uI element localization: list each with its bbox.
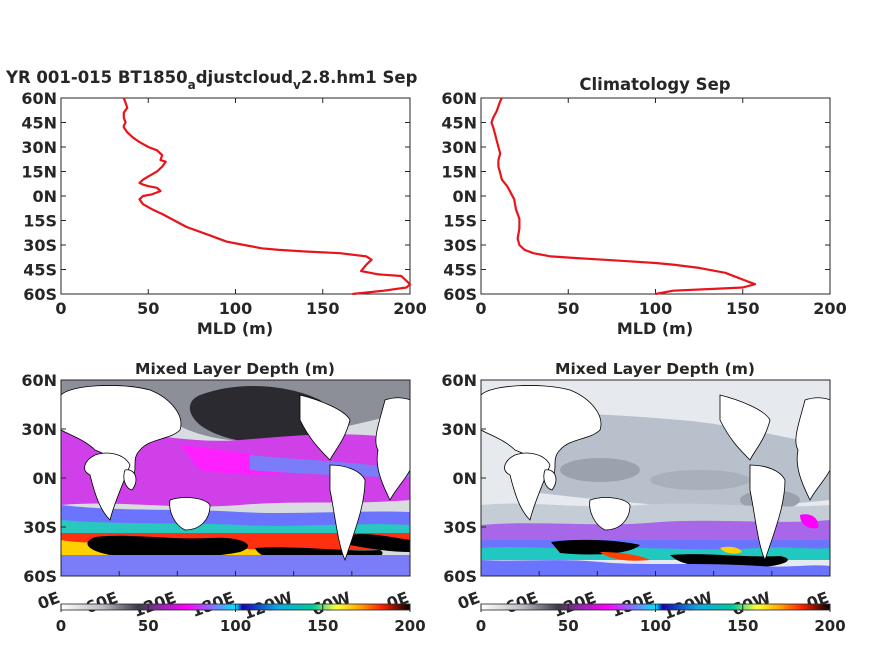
profile-panel-2: Climatology Sep 0 50 100 150 200 60N 45N 30N 15N…: [441, 75, 846, 338]
map2-y-tick-label: 60N: [441, 371, 477, 390]
map2-colorbar-tick-label: 100: [640, 617, 671, 635]
map2-title: Mixed Layer Depth (m): [555, 360, 755, 378]
panel1-y-tick-label: 45S: [23, 261, 57, 280]
map2-x-tick-label: 60W: [729, 588, 773, 620]
map1-colorbar-tick-label: 100: [220, 617, 251, 635]
panel1-axes-box: [60, 97, 411, 295]
panel2-y-tick-label: 30N: [441, 138, 477, 157]
panel2-series-line: [490, 97, 757, 296]
map2-colorbar-ticks: 0 50 100 150 200: [476, 604, 846, 635]
profile-panel-1: YR 001-015 BT1850adjustcloudv2.8.hm1 Sep…: [5, 68, 427, 338]
panel1-y-tick-label: 30N: [21, 138, 57, 157]
map-panel-2: Mixed Layer Depth (m): [441, 360, 845, 635]
map2-y-tick-label: 30N: [441, 420, 477, 439]
map1-x-tick-label: 0E: [35, 588, 62, 613]
panel2-title: Climatology Sep: [579, 75, 730, 94]
panel1-xlabel: MLD (m): [197, 319, 273, 338]
panel1-y-tick-label: 60N: [21, 89, 57, 108]
panel1-y-tick-label: 15N: [21, 163, 57, 182]
panel1-y-tick-label: 0N: [32, 187, 57, 206]
map1-y-tick-label: 30S: [23, 518, 57, 537]
panel2-y-tick-label: 15N: [441, 163, 477, 182]
map2-colorbar-tick-label: 0: [476, 617, 486, 635]
panel2-y-tick-label: 15S: [443, 212, 477, 231]
map1-colorbar-ticks: 0 50 100 150 200: [56, 604, 426, 635]
map2-x-tick-label: 60E: [503, 588, 541, 617]
map1-colorbar-tick-label: 50: [138, 617, 159, 635]
panel2-y-tick-label: 0N: [452, 187, 477, 206]
map1-land: [61, 385, 410, 562]
map1-y-tick-label: 60N: [21, 371, 57, 390]
map2-colorbar-tick-label: 200: [814, 617, 845, 635]
panel1-x-tick-label: 200: [393, 299, 426, 318]
panel1-series-line: [122, 97, 412, 296]
map2-x-tick-label: 0E: [455, 588, 482, 613]
map1-colorbar-tick-label: 0: [56, 617, 66, 635]
panel2-y-tick-label: 45S: [443, 261, 477, 280]
panel2-x-tick-label: 100: [639, 299, 672, 318]
panel2-x-tick-label: 150: [726, 299, 759, 318]
map1-x-tick-label: 60W: [309, 588, 353, 620]
map2-y-tick-label: 60S: [443, 567, 477, 586]
panel2-xlabel: MLD (m): [617, 319, 693, 338]
map1-colorbar-tick-label: 200: [394, 617, 425, 635]
panel1-y-tick-label: 60S: [23, 285, 57, 304]
panel2-y-tick-label: 30S: [443, 236, 477, 255]
map1-y-tick-label: 30N: [21, 420, 57, 439]
map1-y-tick-label: 0N: [32, 469, 57, 488]
map1-y-tick-label: 60S: [23, 567, 57, 586]
panel1-y-tick-label: 30S: [23, 236, 57, 255]
panel2-ticks: 0 50 100 150 200 60N 45N 30N 15N 0N 15S 30S 45S 60S: [441, 89, 846, 318]
panel1-x-tick-label: 50: [137, 299, 159, 318]
panel1-x-tick-label: 100: [219, 299, 252, 318]
panel2-axes-box: [480, 97, 831, 295]
panel2-x-tick-label: 200: [813, 299, 846, 318]
map2-colorbar-tick-label: 50: [558, 617, 579, 635]
map2-y-tick-label: 30S: [443, 518, 477, 537]
map-panel-1: Mixed Layer Depth (m): [21, 360, 425, 635]
panel1-y-tick-label: 15S: [23, 212, 57, 231]
panel1-y-tick-label: 45N: [21, 114, 57, 133]
panel2-y-tick-label: 60N: [441, 89, 477, 108]
panel2-y-tick-label: 60S: [443, 285, 477, 304]
panel2-y-tick-label: 45N: [441, 114, 477, 133]
panel2-x-tick-label: 50: [557, 299, 579, 318]
panel1-title: YR 001-015 BT1850adjustcloudv2.8.hm1 Sep: [5, 68, 418, 92]
panel1-x-tick-label: 0: [55, 299, 66, 318]
map1-x-tick-label: 60E: [83, 588, 121, 617]
map2-land: [481, 385, 830, 562]
panel1-ticks: 0 50 100 150 200 60N 45N 30N 15N 0N 15S 30S 45S 60S: [21, 89, 426, 318]
map2-y-tick-label: 0N: [452, 469, 477, 488]
map1-title: Mixed Layer Depth (m): [135, 360, 335, 378]
panel2-x-tick-label: 0: [475, 299, 486, 318]
map1-colorbar-tick-label: 150: [307, 617, 338, 635]
map2-colorbar-tick-label: 150: [727, 617, 758, 635]
panel1-x-tick-label: 150: [306, 299, 339, 318]
